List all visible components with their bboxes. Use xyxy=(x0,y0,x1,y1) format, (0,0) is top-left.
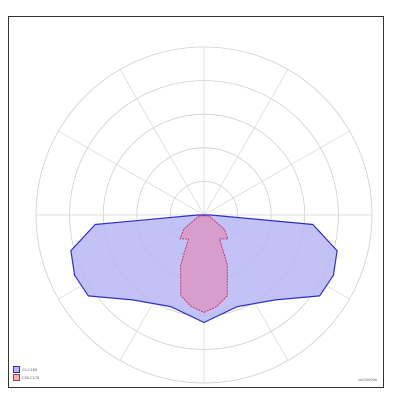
legend-item-c90-c270: C90-C270 xyxy=(13,374,39,381)
grid-spoke xyxy=(119,69,205,216)
series-area-c90-c270 xyxy=(179,215,229,313)
grid-spoke xyxy=(58,130,205,216)
grid-spoke xyxy=(203,69,289,216)
polar-plot xyxy=(35,46,373,384)
chart-frame: C0-C180 C90-C270 cd/1000lm xyxy=(8,16,384,388)
legend-item-c0-c180: C0-C180 xyxy=(13,366,37,373)
legend-label-c90-c270: C90-C270 xyxy=(22,375,40,380)
grid-spoke xyxy=(203,130,350,216)
legend-swatch-c90-c270 xyxy=(13,374,20,381)
legend-label-c0-c180: C0-C180 xyxy=(22,367,38,372)
legend-swatch-c0-c180 xyxy=(13,366,20,373)
unit-label: cd/1000lm xyxy=(358,378,377,382)
